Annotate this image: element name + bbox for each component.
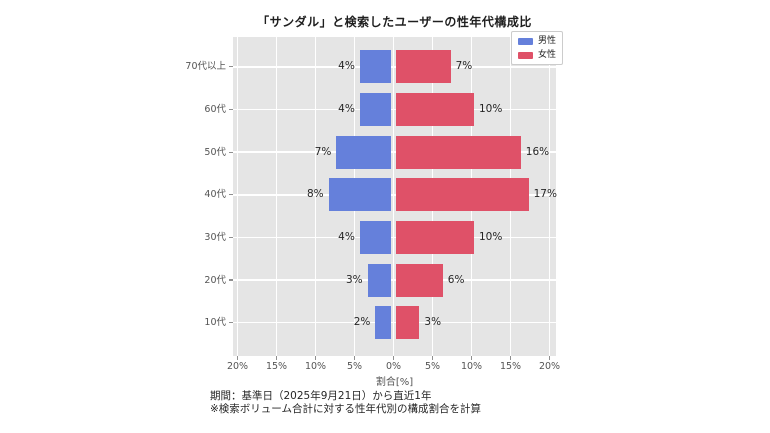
female-bar (396, 178, 529, 212)
y-tick-label: 70代以上 (185, 61, 226, 73)
legend-label: 女性 (538, 50, 557, 60)
male-bar (375, 306, 391, 340)
gridline-vertical (548, 37, 551, 356)
y-axis-tick (229, 236, 233, 238)
male-value-label: 4% (338, 60, 355, 73)
footnote-period: 期間：基準日（2025年9月21日）から直近1年 (210, 390, 432, 402)
y-tick-label: 60代 (204, 103, 226, 115)
x-axis-tick (431, 356, 434, 360)
legend-item-female: 女性 (518, 50, 556, 60)
male-value-label: 7% (314, 145, 332, 158)
male-swatch-icon (518, 37, 533, 45)
female-value-label: 10% (479, 102, 503, 115)
y-tick-label: 40代 (204, 189, 226, 201)
male-bar (336, 135, 391, 169)
x-axis-tick (392, 356, 395, 360)
gridline-horizontal (233, 279, 556, 281)
y-tick-label: 20代 (204, 274, 226, 286)
male-value-label: 2% (353, 316, 371, 329)
female-value-label: 17% (533, 188, 557, 201)
y-axis-tick (229, 194, 233, 196)
x-tick-label: 5% (424, 361, 441, 372)
female-swatch-icon (518, 51, 533, 59)
male-bar (359, 220, 391, 254)
x-axis-tick (236, 356, 239, 360)
plot-area: 4% 7% 4% 10% 7% 16% 8% 17% 4% 10% 3% 6% 2% 3% (233, 37, 557, 356)
male-bar (367, 263, 391, 297)
gridline-vertical (275, 37, 278, 356)
y-axis-tick (229, 108, 233, 111)
y-axis-tick (229, 151, 233, 153)
x-tick-label: 20% (538, 361, 561, 372)
male-bar (328, 178, 391, 212)
y-tick-label: 30代 (204, 231, 226, 243)
x-tick-label: 10% (460, 361, 483, 372)
gridline-vertical (236, 37, 239, 356)
x-axis-tick (353, 356, 356, 360)
female-value-label: 6% (447, 273, 465, 286)
female-bar (396, 306, 420, 340)
x-tick-label: 15% (265, 361, 288, 372)
footnote-method: ※検索ボリューム合計に対する性年代別の構成割合を計算 (210, 403, 481, 415)
legend: 男性 女性 (511, 31, 564, 65)
male-value-label: 3% (345, 273, 363, 286)
female-value-label: 16% (525, 145, 550, 158)
gridline-horizontal (233, 236, 556, 239)
y-tick-label: 50代 (204, 146, 226, 158)
legend-label: 男性 (538, 36, 557, 46)
chart-title: 「サンダル」と検索したユーザーの性年代構成比 (257, 15, 532, 29)
male-bar (359, 50, 391, 84)
male-value-label: 8% (306, 188, 324, 201)
x-axis-title: 割合[%] (375, 377, 414, 388)
female-value-label: 7% (455, 60, 473, 73)
x-tick-label: 20% (226, 361, 249, 372)
female-value-label: 3% (424, 316, 442, 329)
male-value-label: 4% (338, 102, 355, 115)
x-axis-tick (275, 356, 278, 360)
male-bar (359, 92, 391, 126)
x-tick-label: 0% (385, 361, 402, 372)
male-value-label: 4% (338, 230, 355, 243)
y-tick-label: 10代 (204, 317, 226, 329)
x-axis-tick (509, 356, 512, 360)
x-axis-tick (548, 356, 551, 360)
y-axis-tick (229, 322, 233, 324)
y-axis-tick (229, 66, 233, 68)
female-bar (396, 220, 474, 254)
x-tick-label: 10% (304, 361, 327, 372)
y-axis-tick (229, 279, 233, 281)
legend-item-male: 男性 (518, 36, 556, 46)
x-axis-tick (314, 356, 317, 360)
female-bar (396, 50, 451, 84)
gridline-vertical (392, 37, 395, 356)
x-tick-label: 15% (499, 361, 522, 372)
gridline-vertical (314, 37, 317, 356)
female-bar (396, 92, 474, 126)
gridline-horizontal (233, 66, 556, 68)
gridline-horizontal (233, 151, 556, 153)
female-value-label: 10% (479, 230, 503, 243)
female-bar (396, 263, 443, 297)
x-axis-tick (470, 356, 473, 360)
gridline-horizontal (233, 194, 556, 196)
female-bar (396, 135, 521, 169)
gridline-horizontal (233, 108, 556, 111)
x-tick-label: 5% (346, 361, 363, 372)
gridline-horizontal (233, 321, 556, 324)
